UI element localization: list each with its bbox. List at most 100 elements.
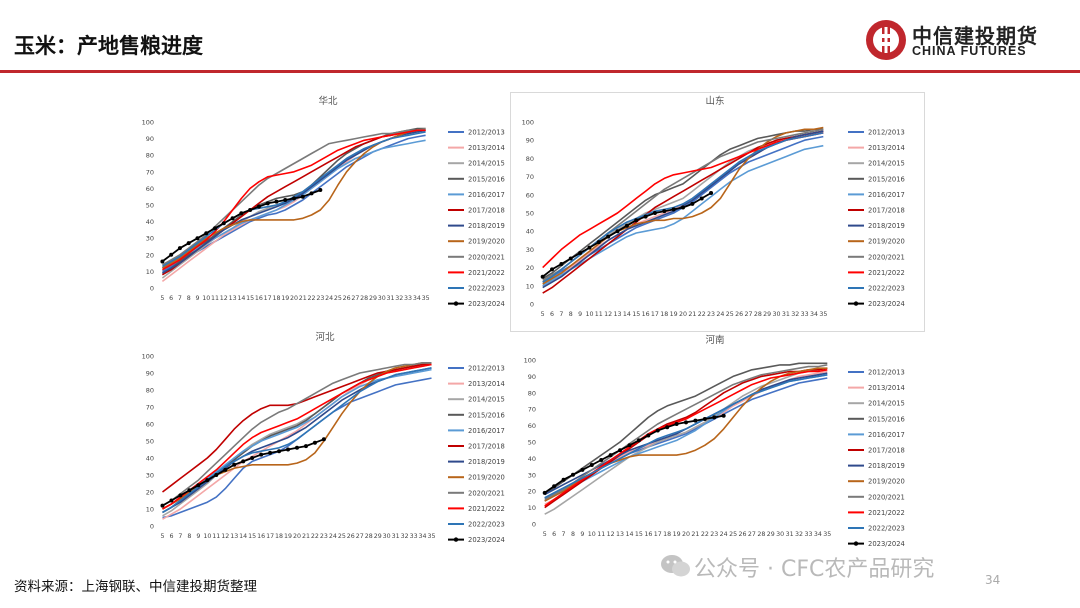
x-tick-label: 30 <box>383 533 391 540</box>
legend-label: 2017/2018 <box>468 207 505 215</box>
x-tick-label: 31 <box>782 311 790 318</box>
y-tick-label: 60 <box>146 421 154 429</box>
watermark-text: 公众号 · CFC农产品研究 <box>694 557 935 582</box>
x-tick-label: 19 <box>284 533 292 540</box>
chart-title: 河北 <box>315 331 335 343</box>
data-point-2023-2024 <box>652 211 657 215</box>
x-tick-label: 19 <box>281 295 289 302</box>
series-line-2021-2022 <box>162 129 426 271</box>
x-tick-label: 32 <box>395 295 403 302</box>
legend-label: 2015/2016 <box>468 175 505 183</box>
y-tick-label: 40 <box>526 228 534 236</box>
data-point-2023-2024 <box>309 191 314 196</box>
legend-label: 2016/2017 <box>468 427 505 435</box>
x-tick-label: 9 <box>578 311 582 318</box>
x-tick-label: 22 <box>701 531 709 538</box>
series-line-2021-2022 <box>162 363 432 510</box>
x-tick-label: 23 <box>316 295 324 302</box>
x-tick-label: 27 <box>748 531 756 538</box>
y-tick-label: 50 <box>146 202 154 210</box>
data-point-2023-2024 <box>286 447 291 452</box>
series-line-2019-2020 <box>542 126 824 285</box>
data-point-2023-2024 <box>665 425 670 430</box>
legend-label: 2012/2013 <box>868 129 905 137</box>
data-point-2023-2024 <box>589 462 594 467</box>
y-tick-label: 10 <box>146 506 154 514</box>
series-line-2012-2013 <box>544 377 828 499</box>
x-tick-label: 10 <box>585 311 593 318</box>
legend-label: 2021/2022 <box>468 505 505 513</box>
legend-label: 2019/2020 <box>468 238 505 246</box>
y-tick-label: 70 <box>146 404 154 412</box>
chart-title: 河南 <box>705 334 724 346</box>
data-point-2023-2024 <box>550 267 555 272</box>
x-tick-label: 14 <box>239 533 247 540</box>
series-line-2014-2015 <box>544 367 828 515</box>
y-tick-label: 20 <box>146 489 154 497</box>
y-tick-label: 100 <box>522 119 534 127</box>
legend-label: 2018/2019 <box>868 222 905 230</box>
data-point-2023-2024 <box>636 438 641 443</box>
legend-label: 2020/2021 <box>468 253 505 261</box>
wechat-icon <box>661 555 690 577</box>
x-tick-label: 32 <box>795 531 803 538</box>
y-tick-label: 60 <box>146 185 154 193</box>
x-tick-label: 22 <box>308 295 316 302</box>
data-point-2023-2024 <box>684 420 688 425</box>
x-tick-label: 17 <box>651 311 659 318</box>
legend-label: 2013/2014 <box>468 380 505 388</box>
data-point-2023-2024 <box>213 226 218 231</box>
x-tick-label: 23 <box>707 311 715 318</box>
x-tick-label: 34 <box>810 311 818 318</box>
y-tick-label: 10 <box>146 268 154 276</box>
x-tick-label: 17 <box>654 531 662 538</box>
y-tick-label: 20 <box>528 488 536 496</box>
x-tick-label: 27 <box>351 295 359 302</box>
data-point-2023-2024 <box>606 234 611 239</box>
x-tick-label: 8 <box>187 533 191 540</box>
x-tick-label: 18 <box>663 531 671 538</box>
series-line-2020-2021 <box>162 362 432 507</box>
x-tick-label: 28 <box>365 533 373 540</box>
y-tick-label: 30 <box>146 235 154 243</box>
y-tick-label: 70 <box>146 168 154 176</box>
legend-label: 2013/2014 <box>868 144 905 152</box>
y-tick-label: 50 <box>526 210 534 218</box>
x-tick-label: 33 <box>404 295 412 302</box>
x-tick-label: 13 <box>230 533 238 540</box>
y-tick-label: 60 <box>526 191 534 199</box>
x-tick-label: 20 <box>293 533 301 540</box>
legend-label: 2013/2014 <box>468 144 505 152</box>
x-tick-label: 11 <box>212 533 220 540</box>
data-point-2023-2024 <box>681 205 685 210</box>
legend-label: 2023/2024 <box>868 540 905 548</box>
data-point-2023-2024 <box>160 503 165 508</box>
x-tick-label: 11 <box>211 295 219 302</box>
y-tick-label: 60 <box>528 422 536 430</box>
data-point-2023-2024 <box>239 211 244 216</box>
data-point-2023-2024 <box>178 493 183 498</box>
x-tick-label: 32 <box>401 533 409 540</box>
data-point-2023-2024 <box>570 472 575 477</box>
data-point-2023-2024 <box>709 190 714 195</box>
data-point-2023-2024 <box>568 256 573 261</box>
data-point-2023-2024 <box>655 428 660 433</box>
data-point-2023-2024 <box>693 418 698 423</box>
x-tick-label: 21 <box>302 533 310 540</box>
x-tick-label: 9 <box>195 295 199 302</box>
legend-label: 2023/2024 <box>468 300 505 308</box>
data-point-2023-2024 <box>196 483 201 488</box>
y-tick-label: 100 <box>524 357 536 365</box>
x-tick-label: 24 <box>716 311 724 318</box>
data-point-2023-2024 <box>250 456 255 460</box>
legend-label: 2014/2015 <box>468 396 505 404</box>
x-tick-label: 25 <box>338 533 346 540</box>
data-point-2023-2024 <box>615 229 620 234</box>
data-point-2023-2024 <box>699 196 704 201</box>
data-point-2023-2024 <box>627 443 632 448</box>
legend-label: 2022/2023 <box>868 525 905 533</box>
series-line-2021-2022 <box>542 132 824 269</box>
legend-label: 2019/2020 <box>868 238 905 246</box>
data-point-2023-2024 <box>634 218 639 223</box>
x-tick-label: 33 <box>801 311 809 318</box>
